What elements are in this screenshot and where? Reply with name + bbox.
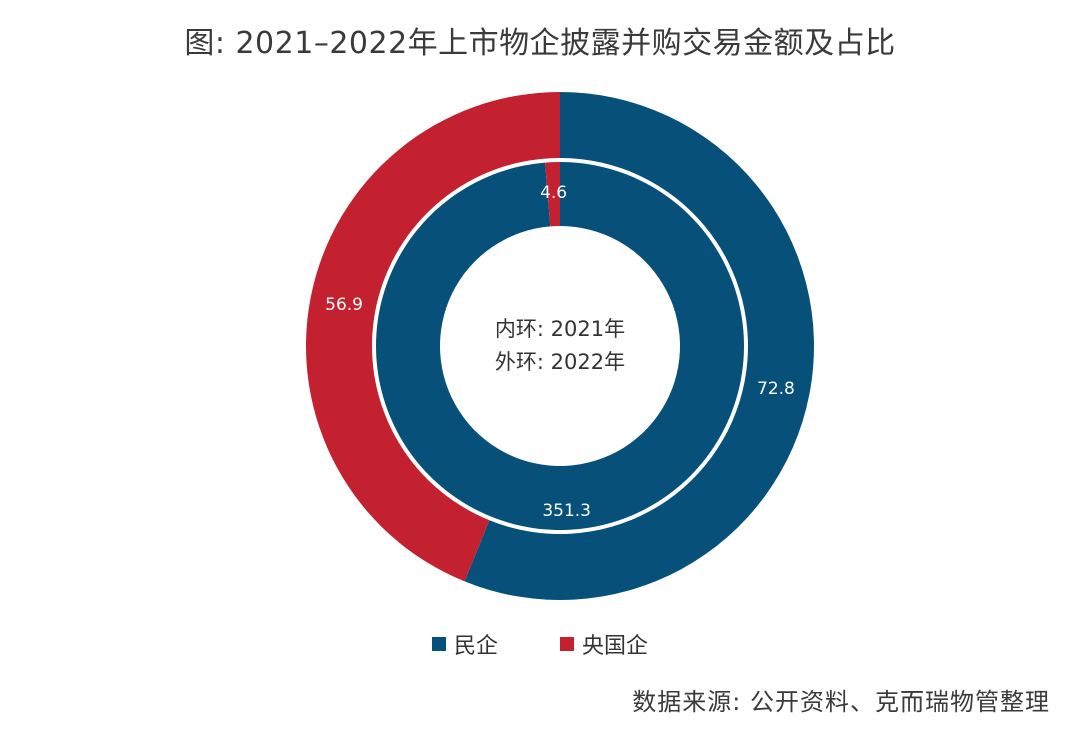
inner-ring-label-state-owned: 4.6 <box>540 183 567 203</box>
outer-ring-label-private: 72.8 <box>757 379 795 399</box>
slice-labels: 351.3 4.6 72.8 56.9 <box>325 183 795 521</box>
legend-label-state-owned: 央国企 <box>582 634 649 659</box>
source-note: 数据来源: 公开资料、克而瑞物管整理 <box>632 688 1050 716</box>
inner-ring-slice-private <box>376 162 744 530</box>
legend-swatch-state-owned <box>560 637 574 651</box>
center-label-outer-ring: 外环: 2022年 <box>495 350 625 374</box>
legend: 民企 央国企 <box>0 628 1080 660</box>
outer-ring-slice-private <box>464 92 815 600</box>
outer-ring-slice-state-owned <box>306 92 560 582</box>
inner-ring-slice-state-owned <box>545 162 560 227</box>
legend-item-private[interactable]: 民企 <box>431 628 498 660</box>
inner-ring <box>376 162 744 530</box>
legend-label-private: 民企 <box>453 634 498 659</box>
chart-title: 图: 2021–2022年上市物企披露并购交易金额及占比 <box>184 26 896 61</box>
outer-ring <box>306 92 815 600</box>
center-label-inner-ring: 内环: 2021年 <box>495 317 625 341</box>
legend-swatch-private <box>431 637 446 651</box>
legend-item-state-owned[interactable]: 央国企 <box>560 628 648 660</box>
inner-ring-label-private: 351.3 <box>542 501 591 521</box>
outer-ring-label-state-owned: 56.9 <box>325 295 363 315</box>
